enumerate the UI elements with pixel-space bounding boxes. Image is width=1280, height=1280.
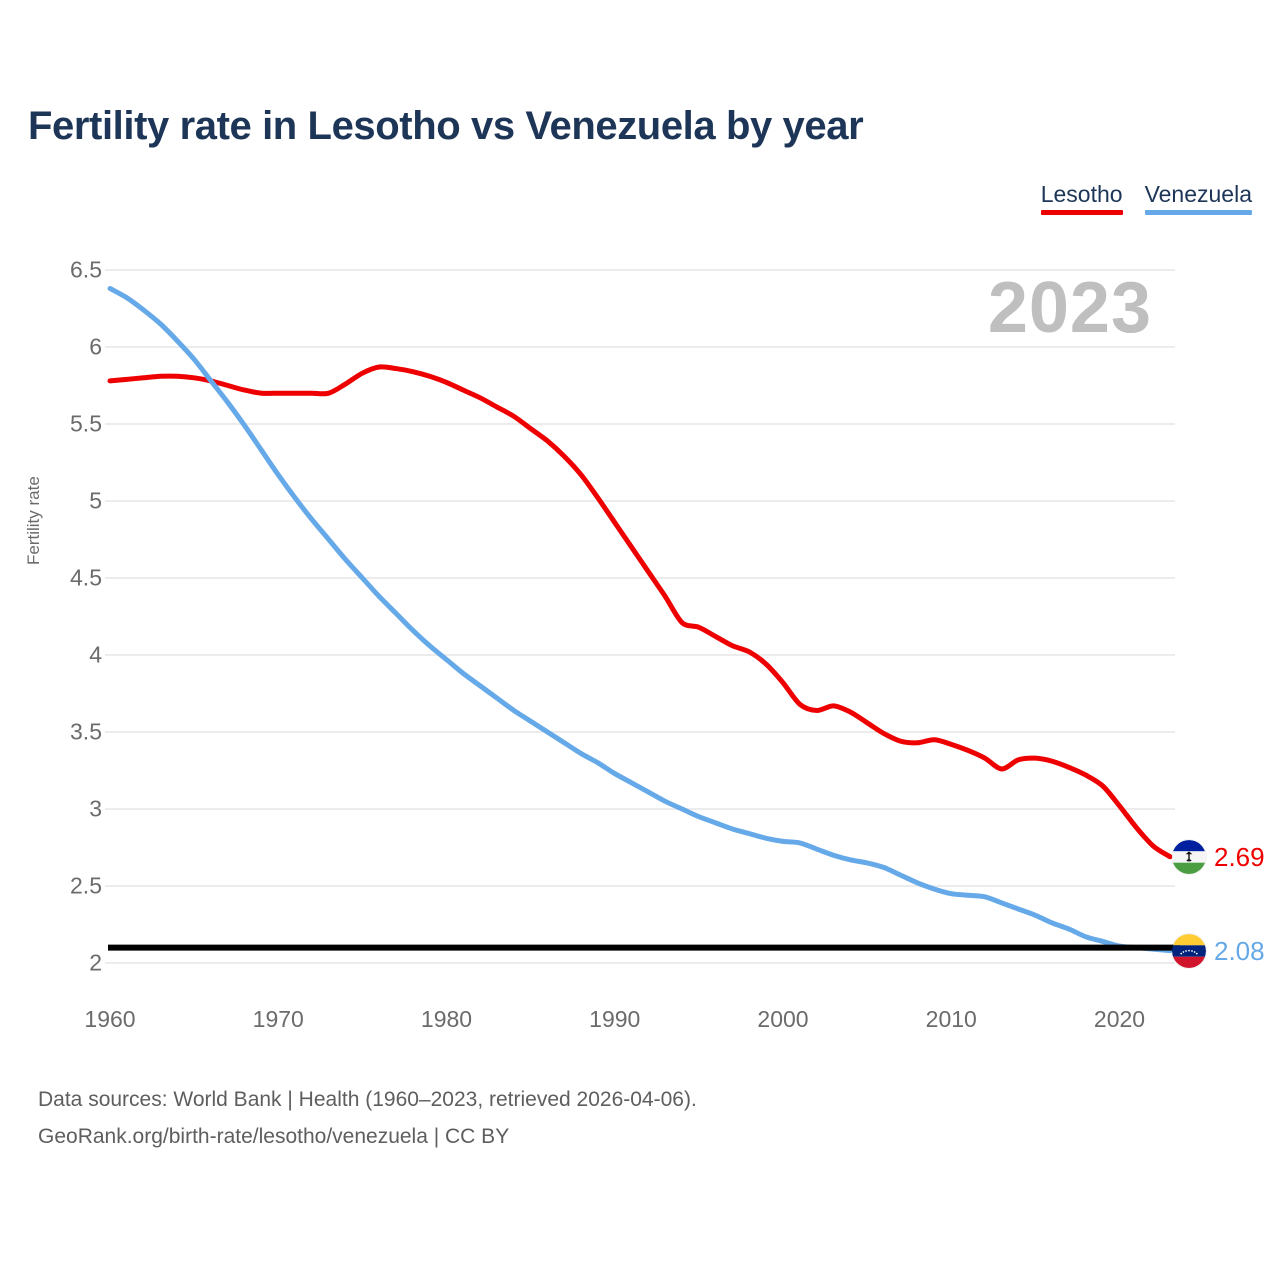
legend-item-venezuela[interactable]: Venezuela: [1144, 181, 1252, 216]
page-title: Fertility rate in Lesotho vs Venezuela b…: [28, 104, 864, 148]
x-tick-label: 1990: [589, 1006, 641, 1032]
year-watermark: 2023: [987, 268, 1152, 348]
lesotho-flag-icon: [1172, 839, 1206, 874]
series-line-venezuela: [107, 285, 1173, 954]
end-value-lesotho: 2.69: [1214, 841, 1265, 872]
legend-swatch-venezuela: [1144, 210, 1252, 216]
venezuela-flag-icon: [1172, 933, 1206, 968]
chart-legend: Lesotho Venezuela: [1040, 181, 1252, 216]
x-tick-label: 1960: [84, 1006, 136, 1032]
legend-label-lesotho: Lesotho: [1040, 181, 1123, 207]
x-tick-label: 2020: [1093, 1006, 1146, 1032]
x-tick-label: 1980: [420, 1006, 473, 1032]
legend-swatch-lesotho: [1040, 210, 1123, 216]
series-line-lesotho: [107, 364, 1173, 860]
gridlines: [105, 269, 1175, 964]
x-tick-label: 2000: [757, 1006, 809, 1032]
footer-data-sources: Data sources: World Bank | Health (1960–…: [38, 1088, 697, 1111]
legend-label-venezuela: Venezuela: [1144, 181, 1252, 207]
legend-item-lesotho[interactable]: Lesotho: [1040, 181, 1123, 216]
end-label-venezuela: 2.08: [1172, 933, 1265, 968]
chart-canvas: [105, 269, 1180, 964]
footer: Data sources: World Bank | Health (1960–…: [38, 1082, 697, 1156]
end-label-lesotho: 2.69: [1172, 839, 1265, 874]
x-tick-label: 2010: [925, 1006, 977, 1032]
x-axis-tick-labels: 1960 1970 1980 1990 2000 2010 2020: [0, 1006, 1280, 1040]
x-tick-label: 1970: [252, 1006, 304, 1032]
plot-area: [0, 250, 1280, 980]
end-value-venezuela: 2.08: [1214, 935, 1265, 966]
footer-attribution: GeoRank.org/birth-rate/lesotho/venezuela…: [38, 1124, 510, 1148]
